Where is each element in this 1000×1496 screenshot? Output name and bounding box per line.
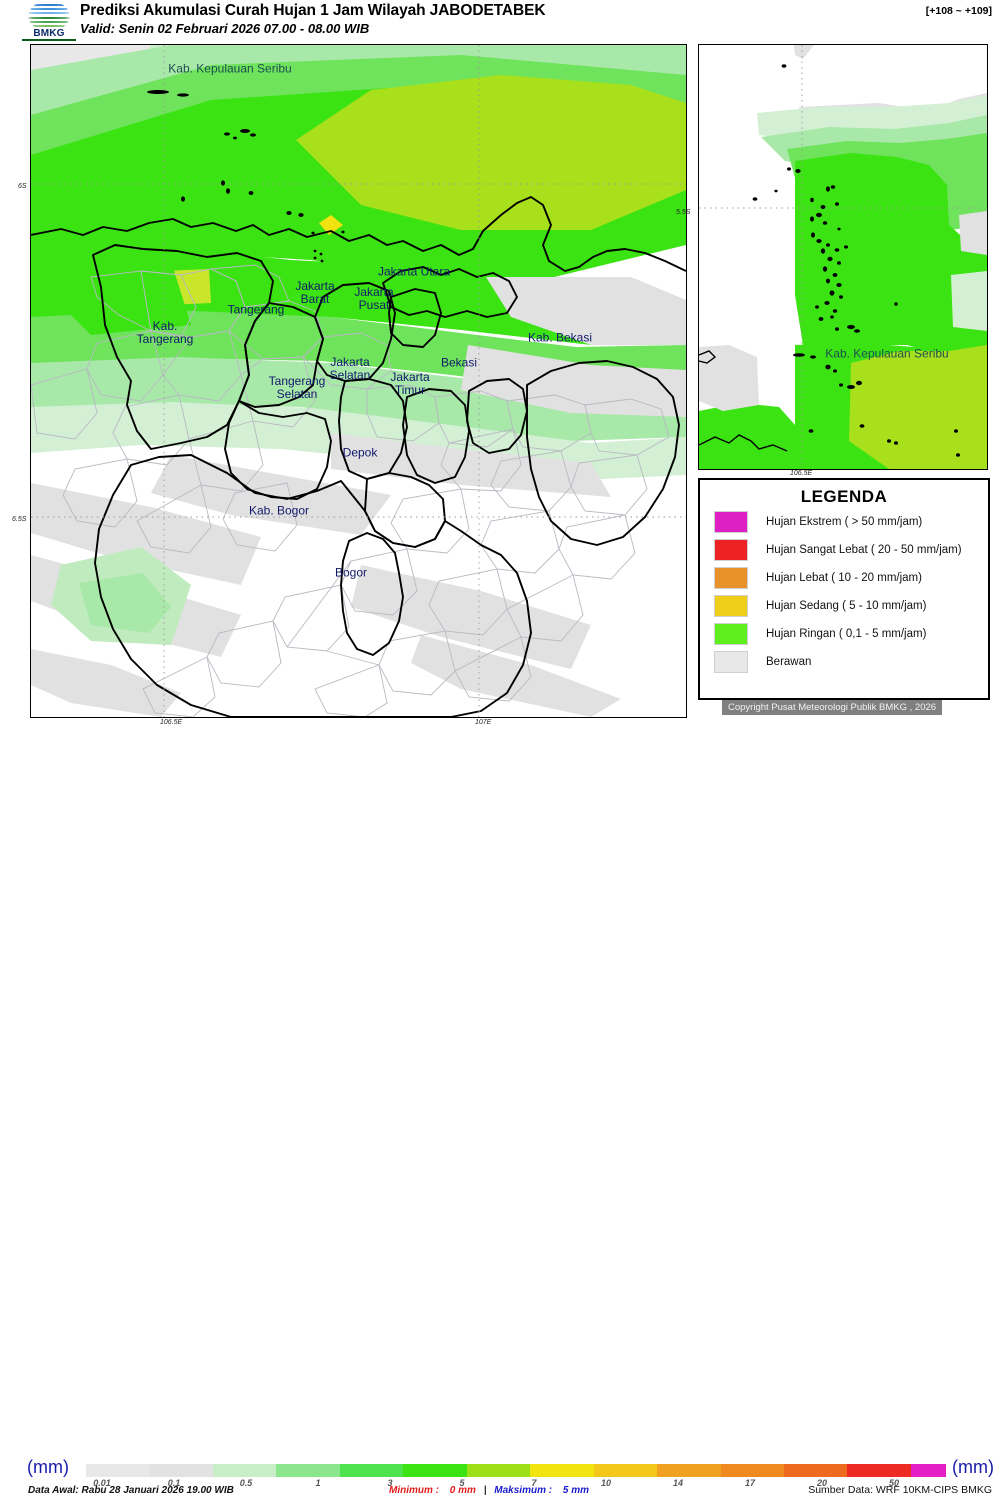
map-axis-label: 6S: [18, 183, 27, 190]
page-subtitle: Valid: Senin 02 Februari 2026 07.00 - 08…: [80, 21, 370, 36]
minimum-label: Minimum :: [389, 1485, 439, 1496]
legend-row: Hujan Lebat ( 10 - 20 mm/jam): [714, 565, 988, 591]
map-axis-label: 6.5S: [12, 516, 27, 523]
map-city-label: Jakarta Pusat: [354, 285, 394, 312]
map-city-label: Jakarta Barat: [295, 279, 335, 306]
colorbar-segment: [212, 1464, 277, 1477]
legend-row: Berawan: [714, 649, 988, 675]
copyright-bar: Copyright Pusat Meteorologi Publik BMKG …: [722, 700, 943, 715]
map-axis-label: 5.5S: [676, 209, 691, 216]
map-axis-label: 106.5E: [160, 719, 183, 726]
colorbar-segment: [720, 1464, 784, 1477]
colorbar-gradient: [86, 1464, 946, 1477]
bmkg-logo: BMKG: [22, 1, 76, 41]
map-city-label: Kab. Bogor: [248, 503, 310, 518]
colorbar-section: (mm) 0.01 0.1 0.5 1 3 5 7 10 14 17 20 50 (mm) Data …: [0, 728, 1000, 1496]
colorbar-tick-label: 0.5: [239, 1478, 253, 1488]
forecast-step-range: [+108 ~ +109]: [925, 5, 992, 17]
map-city-label: Bekasi: [440, 355, 478, 370]
colorbar-tick-label: 14: [672, 1478, 684, 1488]
colorbar-segment: [403, 1464, 467, 1477]
map-city-label: Tangerang Selatan: [268, 374, 326, 401]
legend-swatch: [714, 651, 748, 673]
colorbar-segment: [276, 1464, 340, 1477]
source-label: Sumber Data: WRF 10KM-CIPS BMKG: [808, 1484, 992, 1496]
logo-underline: [22, 39, 76, 41]
colorbar-tick-label: 17: [744, 1478, 756, 1488]
legend-label: Hujan Lebat ( 10 - 20 mm/jam): [766, 572, 922, 584]
minimum-value: 0 mm: [449, 1485, 476, 1496]
legend-swatch: [714, 595, 748, 617]
legend-label: Hujan Ringan ( 0,1 - 5 mm/jam): [766, 628, 927, 640]
bmkg-logo-globe: [28, 1, 70, 31]
colorbar-segment: [847, 1464, 911, 1477]
inset-map-contours: [699, 45, 987, 469]
legend-swatch: [714, 623, 748, 645]
map-city-label: Kab. Kepulauan Seribu: [825, 346, 949, 361]
map-city-label: Jakarta Utara: [377, 264, 451, 279]
minmax-separator: |: [483, 1485, 487, 1496]
legend-panel: LEGENDA Hujan Ekstrem ( > 50 mm/jam) Huja…: [698, 478, 990, 700]
map-city-label: Kab. Bekasi: [527, 330, 593, 345]
legend-row: Hujan Sedang ( 5 - 10 mm/jam): [714, 593, 988, 619]
maksimum-label: Maksimum :: [494, 1485, 553, 1496]
page-header: BMKG Prediksi Akumulasi Curah Hujan 1 Ja…: [0, 0, 1000, 41]
legend-label: Hujan Ekstrem ( > 50 mm/jam): [766, 516, 923, 528]
maksimum-value: 5 mm: [562, 1485, 589, 1496]
colorbar-segment: [593, 1464, 658, 1477]
legend-swatch: [714, 567, 748, 589]
legend-row: Hujan Sangat Lebat ( 20 - 50 mm/jam): [714, 537, 988, 563]
min-max-readout: Minimum : 0 mm | Maksimum : 5 mm: [389, 1485, 589, 1496]
legend-swatch: [714, 539, 748, 561]
colorbar-segment: [86, 1464, 150, 1477]
colorbar-segment: [466, 1464, 531, 1477]
map-axis-label: 106.5E: [790, 470, 813, 477]
colorbar-tick-label: 10: [600, 1478, 612, 1488]
legend-row: Hujan Ringan ( 0,1 - 5 mm/jam): [714, 621, 988, 647]
colorbar-tick-label: 1: [315, 1478, 321, 1488]
map-city-label: Depok: [342, 445, 378, 460]
map-city-label: Kab. Kepulauan Seribu: [168, 61, 292, 76]
colorbar-segment: [783, 1464, 848, 1477]
main-map-contours: [31, 45, 686, 717]
legend-label: Hujan Sangat Lebat ( 20 - 50 mm/jam): [766, 544, 962, 556]
map-city-label: Kab. Tangerang: [136, 319, 194, 346]
legend-label: Berawan: [766, 656, 812, 668]
legend-title: LEGENDA: [800, 487, 888, 506]
colorbar-segment: [657, 1464, 721, 1477]
colorbar-segment: [530, 1464, 594, 1477]
inset-map-kepulauan-seribu[interactable]: Kab. Kepulauan Seribu: [698, 44, 988, 470]
data-awal-label: Data Awal: Rabu 28 Januari 2026 19.00 WI…: [28, 1485, 234, 1496]
colorbar-segment: [149, 1464, 213, 1477]
legend-label: Hujan Sedang ( 5 - 10 mm/jam): [766, 600, 927, 612]
bmkg-logo-text: BMKG: [33, 28, 65, 39]
colorbar-segment: [339, 1464, 404, 1477]
map-city-label: Jakarta Selatan: [329, 355, 371, 382]
colorbar-unit-left: (mm): [27, 1457, 69, 1477]
map-city-label: Bogor: [334, 565, 368, 580]
map-city-label: Jakarta Timur: [390, 370, 430, 397]
main-rainfall-map[interactable]: Kab. Kepulauan Seribu Jakarta Utara Jakart…: [30, 44, 687, 718]
map-axis-label: 107E: [475, 719, 492, 726]
map-city-label: Tangerang: [227, 302, 285, 317]
legend-row: Hujan Ekstrem ( > 50 mm/jam): [714, 509, 988, 535]
legend-swatch: [714, 511, 748, 533]
colorbar-unit-right: (mm): [952, 1457, 994, 1477]
page-title: Prediksi Akumulasi Curah Hujan 1 Jam Wil…: [80, 2, 546, 19]
legend-rows: Hujan Ekstrem ( > 50 mm/jam) Hujan Sangat…: [700, 509, 988, 675]
colorbar-segment: [910, 1464, 946, 1477]
